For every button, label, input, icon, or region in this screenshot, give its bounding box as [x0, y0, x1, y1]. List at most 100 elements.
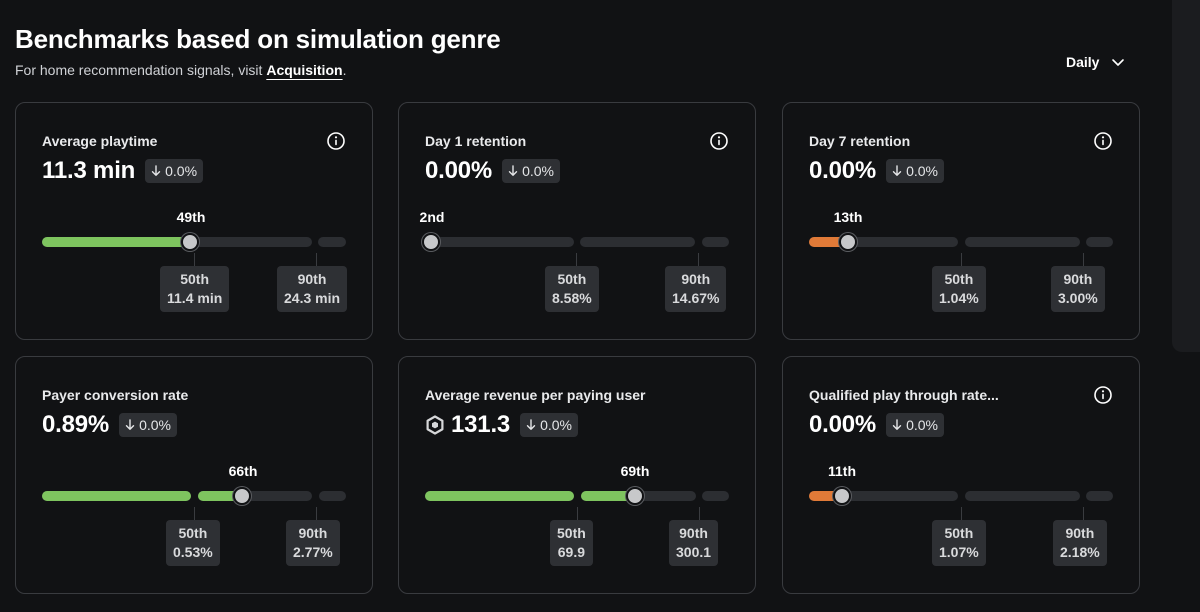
track-segment-mid: [580, 237, 695, 247]
card-title: Day 1 retention: [425, 133, 527, 149]
percentile-knob: [233, 487, 251, 505]
metric-value-text: 11.3 min: [42, 157, 136, 184]
track-segment-low: [809, 491, 958, 501]
track-segment-high: [702, 491, 729, 501]
chevron-down-icon: [1112, 59, 1125, 66]
p50-tooltip: 50th 8.58%: [545, 266, 599, 312]
arrow-down-icon: [892, 165, 902, 176]
p90-value: 24.3 min: [284, 290, 341, 306]
card-title: Average revenue per paying user: [425, 387, 646, 403]
p90-value: 14.67%: [672, 290, 720, 306]
period-dropdown[interactable]: Daily: [1066, 54, 1125, 70]
p90-label: 90th: [681, 271, 711, 287]
percentile-knob: [626, 487, 644, 505]
percentile-label: 2nd: [419, 209, 445, 225]
track-segment-high: [1086, 491, 1113, 501]
p50-value: 1.07%: [939, 544, 979, 560]
subtitle-text: For home recommendation signals, visit: [15, 62, 267, 78]
p50-value: 8.58%: [552, 290, 592, 306]
p90-stem: [1083, 507, 1084, 521]
arrow-down-icon: [892, 419, 902, 430]
card-title: Payer conversion rate: [42, 387, 189, 403]
track-segment-mid: [198, 491, 312, 501]
p50-tooltip: 50th 1.07%: [932, 520, 986, 566]
percentile-fill-mid: [581, 491, 636, 501]
scrollbar-track[interactable]: [1172, 0, 1200, 352]
p90-tooltip: 90th 2.77%: [286, 520, 340, 566]
delta-text: 0.0%: [522, 163, 554, 179]
percentile-fill-low: [425, 491, 574, 501]
acquisition-link[interactable]: Acquisition: [266, 62, 343, 78]
arrow-down-icon: [526, 419, 536, 430]
info-icon[interactable]: [1093, 385, 1113, 405]
p50-tooltip: 50th 69.9: [550, 520, 593, 566]
delta-text: 0.0%: [139, 417, 171, 433]
p90-label: 90th: [1063, 271, 1093, 287]
p90-stem: [1083, 253, 1084, 267]
p90-stem: [316, 253, 317, 267]
delta-text: 0.0%: [540, 417, 572, 433]
delta-text: 0.0%: [906, 163, 938, 179]
p90-stem: [698, 253, 699, 267]
percentile-label: 11th: [827, 463, 856, 479]
info-icon[interactable]: [1093, 131, 1113, 151]
p50-tooltip: 50th 0.53%: [166, 520, 220, 566]
p50-label: 50th: [557, 271, 587, 287]
page-subtitle: For home recommendation signals, visit A…: [15, 62, 346, 78]
percentile-fill-low: [42, 491, 191, 501]
p50-stem: [961, 507, 962, 521]
metric-value: 0.00%: [809, 157, 876, 185]
track-segment-high: [1086, 237, 1113, 247]
arrow-down-icon: [125, 419, 135, 430]
p90-value: 2.77%: [293, 544, 333, 560]
percentile-fill: [809, 237, 849, 247]
p50-label: 50th: [944, 271, 974, 287]
info-icon[interactable]: [326, 131, 346, 151]
p90-label: 90th: [298, 525, 328, 541]
p50-stem: [194, 253, 195, 267]
p50-label: 50th: [178, 525, 208, 541]
track-segment-mid: [965, 491, 1080, 501]
period-dropdown-label: Daily: [1066, 54, 1100, 70]
subtitle-suffix: .: [342, 62, 347, 78]
delta-text: 0.0%: [165, 163, 198, 179]
p50-value: 0.53%: [173, 544, 213, 560]
p50-label: 50th: [944, 525, 974, 541]
p90-tooltip: 90th 14.67%: [665, 266, 727, 312]
track-segment-high: [319, 491, 346, 501]
delta-badge: 0.0%: [145, 159, 204, 183]
percentile-label: 69th: [620, 463, 650, 479]
metric-value: 11.3 min: [42, 157, 135, 185]
p90-value: 300.1: [676, 544, 712, 560]
percentile-label: 66th: [228, 463, 258, 479]
track-segment-high: [702, 237, 729, 247]
percentile-knob: [422, 233, 440, 251]
p50-tooltip: 50th 1.04%: [932, 266, 986, 312]
delta-badge: 0.0%: [520, 413, 578, 437]
p50-stem: [194, 507, 195, 521]
delta-badge: 0.0%: [119, 413, 177, 437]
card-title: Average playtime: [42, 133, 158, 149]
percentile-fill-mid: [198, 491, 243, 501]
metric-value-text: 0.89%: [42, 411, 110, 438]
delta-badge: 0.0%: [502, 159, 560, 183]
p50-value: 11.4 min: [167, 290, 223, 306]
metric-value-text: 0.00%: [809, 157, 877, 184]
robux-icon: [426, 415, 444, 435]
p50-tooltip: 50th 11.4 min: [160, 266, 230, 312]
delta-badge: 0.0%: [886, 159, 944, 183]
info-icon[interactable]: [709, 131, 729, 151]
arrow-down-icon: [151, 165, 161, 176]
card-title: Qualified play through rate...: [809, 387, 999, 403]
p90-label: 90th: [1065, 525, 1095, 541]
p90-tooltip: 90th 24.3 min: [277, 266, 348, 312]
delta-badge: 0.0%: [886, 413, 944, 437]
p50-stem: [576, 253, 577, 267]
p50-stem: [961, 253, 962, 267]
benchmark-card-day1-retention: Day 1 retention 0.00% 0.0% 2nd 50th 8.58%…: [398, 102, 756, 340]
track-segment-high: [318, 237, 346, 247]
p50-value: 1.04%: [939, 290, 979, 306]
track-segment-mid: [965, 237, 1080, 247]
benchmark-card-arppu: Average revenue per paying user 131.3 0.…: [398, 356, 756, 594]
track-segment-low: [425, 237, 574, 247]
